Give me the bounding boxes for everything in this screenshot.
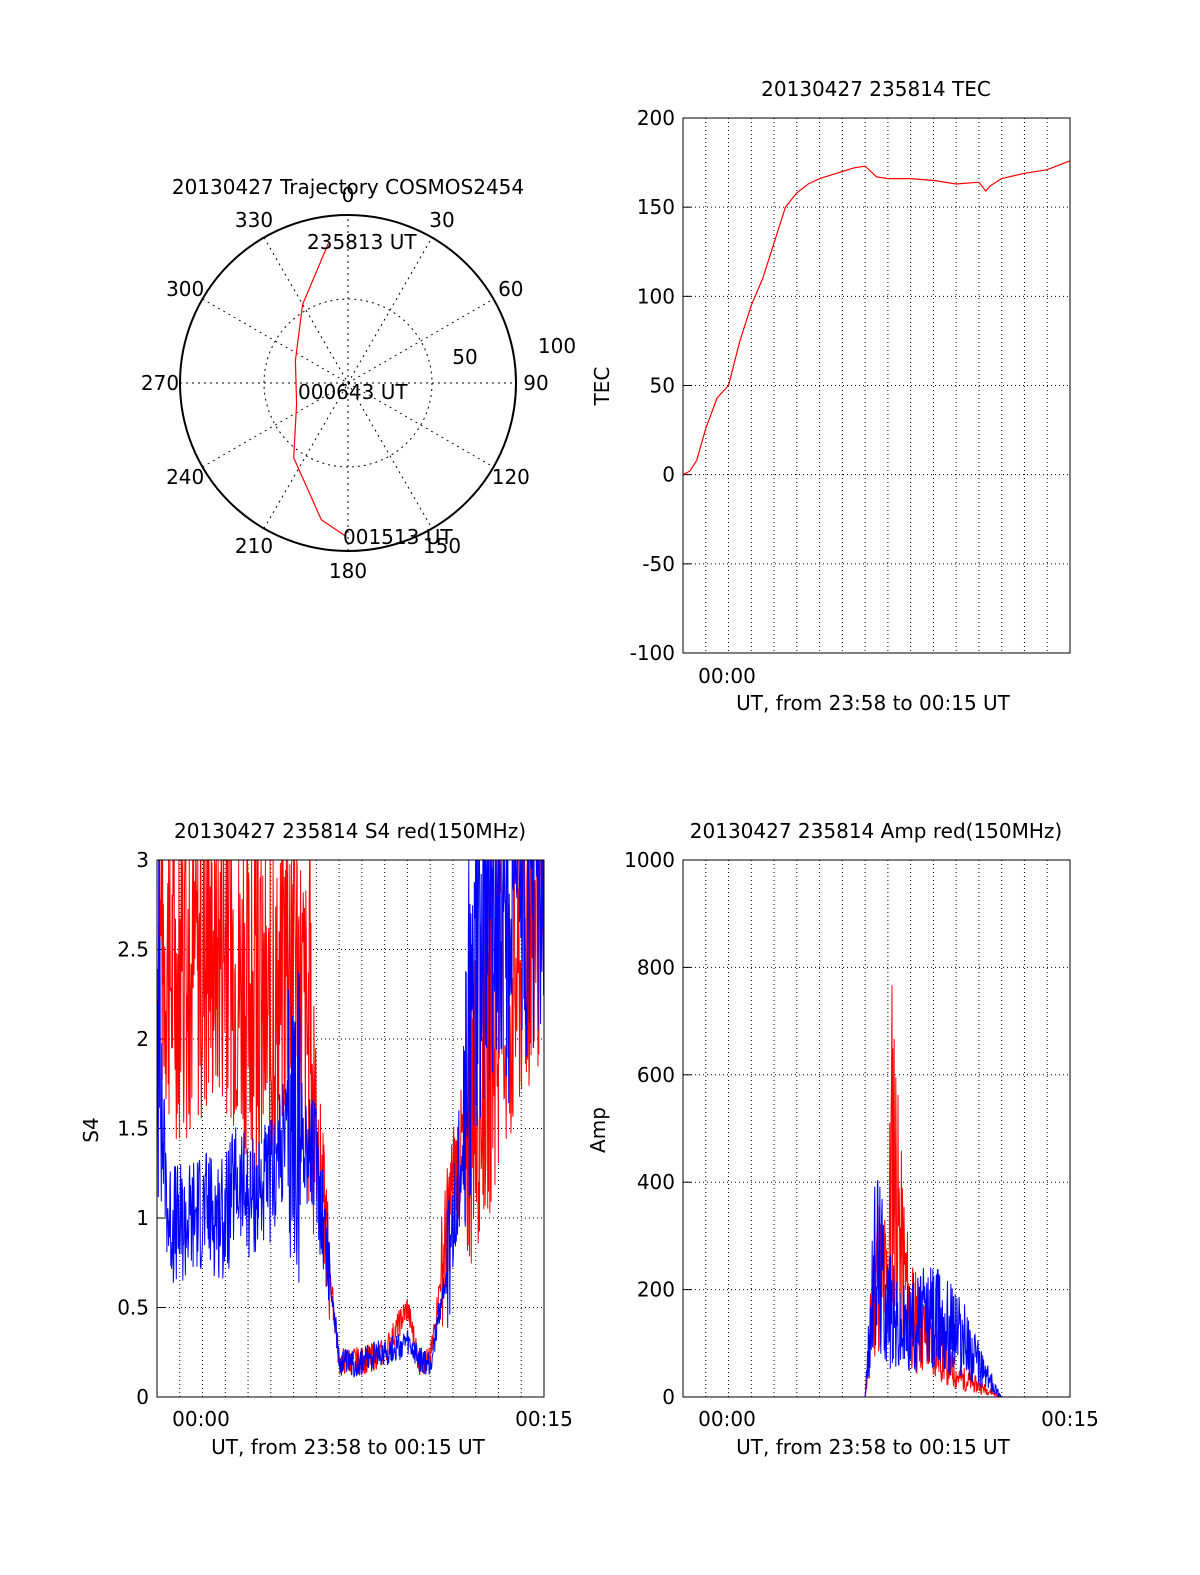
- amp-series-red: [683, 985, 1070, 1398]
- tec-x-tick-0000: 00:00: [698, 664, 756, 688]
- s4-y-tick-1.5: 1.5: [117, 1117, 149, 1141]
- amp-title: 20130427 235814 Amp red(150MHz): [690, 819, 1062, 843]
- s4-chart: 20130427 235814 S4 red(150MHz) 3 2.5 2 1.5 1…: [79, 819, 573, 1459]
- amp-ylabel: Amp: [586, 1107, 610, 1153]
- s4-series: [156, 858, 545, 1378]
- amp-y-tick-1000: 1000: [624, 848, 675, 872]
- polar-title: 20130427 Trajectory COSMOS2454: [172, 175, 524, 199]
- amp-y-tick-600: 600: [637, 1063, 675, 1087]
- tec-grid: [683, 118, 1070, 653]
- tec-title: 20130427 235814 TEC: [761, 77, 991, 101]
- tec-y-tick-labels: 200 150 100 50 0 -50 -100: [630, 106, 691, 665]
- polar-azimuth-labels: 0 30 60 90 120 150 180 210 240 270 300 330: [141, 183, 549, 583]
- s4-plot-frame: [156, 859, 545, 1398]
- amp-y-tick-200: 200: [637, 1278, 675, 1302]
- tec-y-tick--50: -50: [642, 552, 675, 576]
- polar-azimuth-label-30: 30: [429, 208, 454, 232]
- s4-ylabel: S4: [79, 1117, 103, 1142]
- trajectory-line: [293, 243, 346, 537]
- s4-title: 20130427 235814 S4 red(150MHz): [174, 819, 526, 843]
- amp-y-tick-0: 0: [662, 1385, 675, 1409]
- s4-y-tick-0.5: 0.5: [117, 1296, 149, 1320]
- polar-azimuth-label-120: 120: [492, 465, 530, 489]
- trajectory-start-label: 235813 UT: [307, 230, 417, 254]
- polar-trajectory-chart: 20130427 Trajectory COSMOS2454 0 30 60 90 12…: [141, 175, 576, 583]
- tec-y-tick-50: 50: [650, 374, 675, 398]
- s4-x-tick-0000: 00:00: [172, 1407, 230, 1431]
- tec-y-tick-150: 150: [637, 195, 675, 219]
- amp-plot-frame: [682, 859, 1071, 1398]
- tec-y-tick-200: 200: [637, 106, 675, 130]
- tec-y-tick--100: -100: [630, 641, 675, 665]
- amp-grid: [683, 860, 1070, 1397]
- amp-x-tick-0015: 00:15: [1041, 1407, 1099, 1431]
- polar-azimuth-label-330: 330: [235, 208, 273, 232]
- tec-y-tick-100: 100: [637, 284, 675, 308]
- polar-radial-label-100: 100: [538, 334, 576, 358]
- tec-ylabel: TEC: [590, 367, 614, 407]
- amp-series-blue: [683, 1179, 1070, 1398]
- polar-azimuth-label-240: 240: [166, 465, 204, 489]
- amp-chart: 20130427 235814 Amp red(150MHz) 1000 800 6…: [586, 819, 1099, 1459]
- s4-y-tick-1: 1: [136, 1206, 149, 1230]
- amp-y-tick-800: 800: [637, 955, 675, 979]
- tec-chart: 20130427 235814 TEC 200150100500-50-100 …: [590, 77, 1071, 715]
- s4-y-tick-3: 3: [136, 848, 149, 872]
- polar-azimuth-label-180: 180: [329, 559, 367, 583]
- amp-y-tick-400: 400: [637, 1170, 675, 1194]
- polar-azimuth-label-0: 0: [342, 183, 355, 207]
- polar-azimuth-label-270: 270: [141, 371, 179, 395]
- s4-xlabel: UT, from 23:58 to 00:15 UT: [211, 1435, 486, 1459]
- polar-radial-label-50: 50: [452, 345, 477, 369]
- polar-azimuth-label-150: 150: [423, 534, 461, 558]
- s4-x-tick-0015: 00:15: [515, 1407, 573, 1431]
- polar-azimuth-label-300: 300: [166, 277, 204, 301]
- s4-y-tick-0: 0: [136, 1385, 149, 1409]
- tec-y-tick-0: 0: [662, 463, 675, 487]
- s4-y-tick-2.5: 2.5: [117, 938, 149, 962]
- trajectory-mid-label: 000643 UT: [298, 380, 408, 404]
- trajectory-end-label: 001513 UT: [343, 525, 453, 549]
- amp-xlabel: UT, from 23:58 to 00:15 UT: [736, 1435, 1011, 1459]
- tec-plot-frame: [682, 117, 1071, 654]
- polar-spoke-150: [263, 237, 433, 529]
- tec-xlabel: UT, from 23:58 to 00:15 UT: [736, 691, 1011, 715]
- tec-series-line: [682, 160, 1071, 476]
- polar-grid: [179, 214, 517, 552]
- polar-azimuth-label-60: 60: [498, 277, 523, 301]
- amp-x-tick-0000: 00:00: [698, 1407, 756, 1431]
- polar-azimuth-label-210: 210: [235, 534, 273, 558]
- amp-series: [683, 985, 1070, 1398]
- amp-y-tick-labels: 1000 800 600 400 200 0: [624, 848, 691, 1409]
- polar-azimuth-label-90: 90: [523, 371, 548, 395]
- s4-y-tick-2: 2: [136, 1027, 149, 1051]
